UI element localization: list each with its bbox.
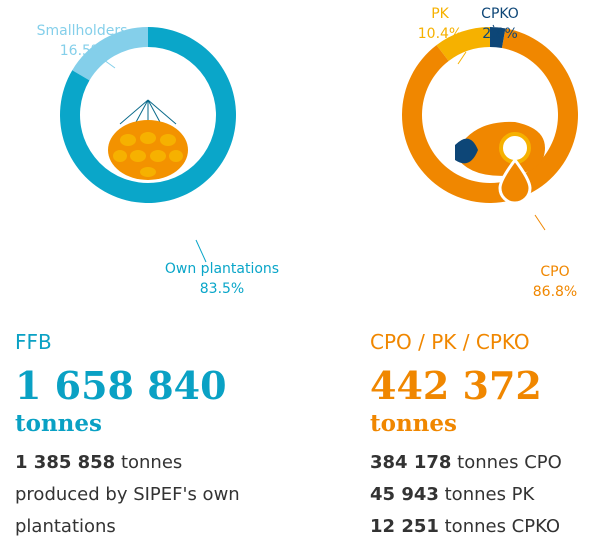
value-label: 2.8% [482,26,518,42]
panel-unit: tonnes [15,410,250,437]
panel-unit: tonnes [370,410,605,437]
detail-line: 45 943 tonnes PK [370,479,605,511]
page: {"chart_data":[ {"type":"donut","categor… [0,0,605,557]
segment-label: Own plantations [165,261,279,277]
value-label: 16.5% [60,43,104,59]
segment-label: PK [431,6,449,22]
panel-heading: FFB [15,330,250,354]
detail-line: 384 178 tonnes CPO [370,447,605,479]
panel-total: 1 658 840 [15,364,250,408]
segment-label: CPO [540,264,569,280]
detail-number: 12 251 [370,516,439,537]
detail-line: 1 385 858 tonnes produced by SIPEF's own… [15,447,250,543]
detail-text: tonnes PK [445,484,535,505]
panel-heading: CPO / PK / CPKO [370,330,605,354]
detail-text: tonnes CPO [457,452,562,473]
charts: Own plantations 83.5% Smallholders 16.5% CPK… [0,0,605,330]
value-label: 83.5% [200,281,244,297]
leader-line [104,60,115,68]
fruit-icon [108,100,188,182]
detail-number: 1 385 858 [15,452,115,473]
detail-line: 12 251 tonnes CPKO [370,511,605,543]
leader-line [196,240,206,262]
value-label: 10.4% [418,26,462,42]
detail-text: tonnes CPKO [445,516,560,537]
segment-label: CPKO [481,6,519,22]
leader-line [535,215,545,230]
detail-number: 384 178 [370,452,451,473]
value-label: 86.8% [533,284,577,300]
segment-label: Smallholders [37,23,128,39]
donut-segment [402,28,578,203]
detail-number: 45 943 [370,484,439,505]
panel-total: 442 372 [370,364,605,408]
